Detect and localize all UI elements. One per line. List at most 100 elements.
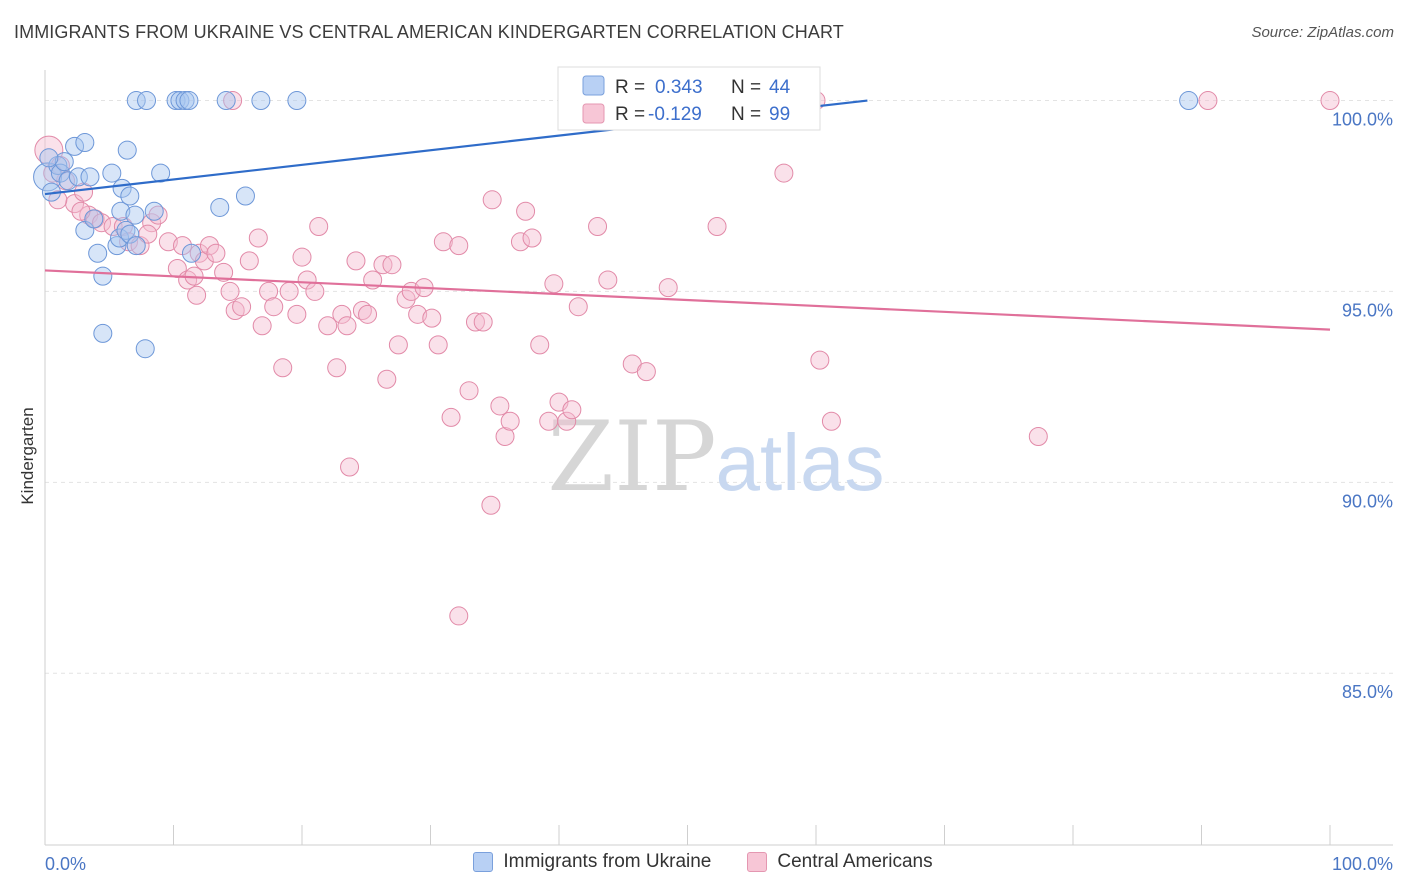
- legend-item-ukraine[interactable]: Immigrants from Ukraine: [473, 851, 711, 873]
- ukraine-point: [216, 91, 236, 111]
- ukraine-point: [102, 163, 122, 183]
- source-label: Source: ZipAtlas.com: [1251, 24, 1394, 41]
- central-americans-point: [408, 304, 428, 324]
- legend-r-value-2: -0.129: [648, 104, 702, 125]
- legend-r-label-2: R =: [615, 104, 645, 125]
- ukraine-point: [107, 236, 127, 256]
- watermark-atlas: atlas: [716, 418, 885, 507]
- legend-swatch-central-americans: [582, 103, 605, 124]
- central-americans-point: [148, 205, 168, 225]
- ukraine-point: [110, 228, 130, 248]
- ukraine-point: [116, 220, 136, 240]
- central-americans-point: [495, 427, 515, 447]
- central-americans-point: [220, 281, 240, 301]
- legend-n-label-2: N =: [731, 104, 761, 125]
- central-americans-point: [516, 201, 536, 221]
- ukraine-point: [111, 201, 131, 221]
- legend-swatch-central-americans-bottom: [747, 852, 768, 872]
- legend-label-ukraine: Immigrants from Ukraine: [503, 851, 712, 872]
- central-americans-point: [1198, 91, 1218, 111]
- stats-legend: R = 0.343 N = 44 R = -0.129 N = 99: [557, 66, 821, 131]
- central-americans-point: [482, 190, 502, 210]
- central-americans-point: [214, 262, 234, 282]
- central-americans-point: [510, 232, 530, 252]
- ukraine-point: [93, 323, 113, 343]
- central-americans-point: [337, 316, 357, 336]
- central-americans-trend-line: [44, 269, 1331, 331]
- central-americans-point: [48, 190, 68, 210]
- central-americans-point: [273, 358, 293, 378]
- central-americans-point: [206, 243, 226, 263]
- central-americans-point: [422, 308, 442, 328]
- central-americans-point: [588, 217, 608, 237]
- central-americans-point: [327, 358, 347, 378]
- central-americans-point: [774, 163, 794, 183]
- central-americans-point: [539, 411, 559, 431]
- central-americans-point: [239, 251, 259, 271]
- central-americans-point: [821, 411, 841, 431]
- central-americans-point: [287, 304, 307, 324]
- legend-n-value-2: 99: [769, 104, 790, 125]
- central-americans-point: [568, 297, 588, 317]
- ukraine-point: [251, 91, 271, 111]
- central-americans-point: [465, 312, 485, 332]
- central-americans-point: [449, 236, 469, 256]
- ukraine-point: [287, 91, 307, 111]
- y-tick-label: 90.0%: [1342, 491, 1393, 511]
- axes: [44, 70, 1393, 846]
- central-americans-point: [598, 270, 618, 290]
- central-americans-point: [481, 495, 501, 515]
- central-americans-point: [382, 255, 402, 275]
- legend-n-value-1: 44: [769, 77, 791, 98]
- central-americans-point: [309, 217, 329, 237]
- legend-n-label-1: N =: [731, 77, 761, 98]
- central-americans-point: [490, 396, 510, 416]
- central-americans-point: [544, 274, 564, 294]
- ukraine-point: [117, 140, 137, 160]
- central-americans-point: [340, 457, 360, 477]
- ukraine-point: [179, 91, 199, 111]
- central-americans-point: [1320, 91, 1340, 111]
- central-americans-point: [318, 316, 338, 336]
- central-americans-point: [1028, 427, 1048, 447]
- legend-item-central-americans[interactable]: Central Americans: [747, 851, 933, 873]
- ukraine-point: [120, 224, 140, 244]
- ukraine-point: [68, 167, 88, 187]
- legend-swatch-ukraine: [582, 75, 605, 96]
- central-americans-point: [358, 304, 378, 324]
- central-americans-point: [252, 316, 272, 336]
- central-americans-point: [279, 281, 299, 301]
- central-americans-point: [103, 217, 123, 237]
- y-tick-labels: 100.0% 95.0% 90.0% 85.0%: [1332, 110, 1393, 703]
- central-americans-point: [248, 228, 268, 248]
- ukraine-point: [93, 266, 113, 286]
- y-tick-label: 100.0%: [1332, 110, 1393, 130]
- ukraine-point: [126, 236, 146, 256]
- central-americans-point: [187, 285, 207, 305]
- ukraine-point: [1179, 91, 1199, 111]
- ukraine-point: [84, 209, 104, 229]
- ukraine-point: [58, 171, 78, 191]
- ukraine-point: [144, 201, 164, 221]
- chart-title: IMMIGRANTS FROM UKRAINE VS CENTRAL AMERI…: [14, 22, 844, 42]
- central-americans-point: [707, 217, 727, 237]
- central-americans-point: [158, 232, 178, 252]
- central-americans-point: [377, 369, 397, 389]
- ukraine-point: [75, 133, 95, 153]
- central-americans-point: [199, 236, 219, 256]
- central-americans-point: [292, 247, 312, 267]
- y-tick-label: 95.0%: [1342, 300, 1393, 320]
- ukraine-point: [181, 243, 201, 263]
- ukraine-point: [88, 243, 108, 263]
- central-americans-point: [636, 362, 656, 382]
- series-legend: Immigrants from Ukraine Central American…: [0, 851, 1406, 873]
- legend-swatch-ukraine-bottom: [473, 852, 494, 872]
- legend-r-label-1: R =: [615, 77, 645, 98]
- ukraine-point: [137, 91, 157, 111]
- central-americans-point: [557, 411, 577, 431]
- ukraine-point: [65, 136, 85, 156]
- central-americans-point: [259, 281, 279, 301]
- central-americans-point: [264, 297, 284, 317]
- central-americans-point: [530, 335, 550, 355]
